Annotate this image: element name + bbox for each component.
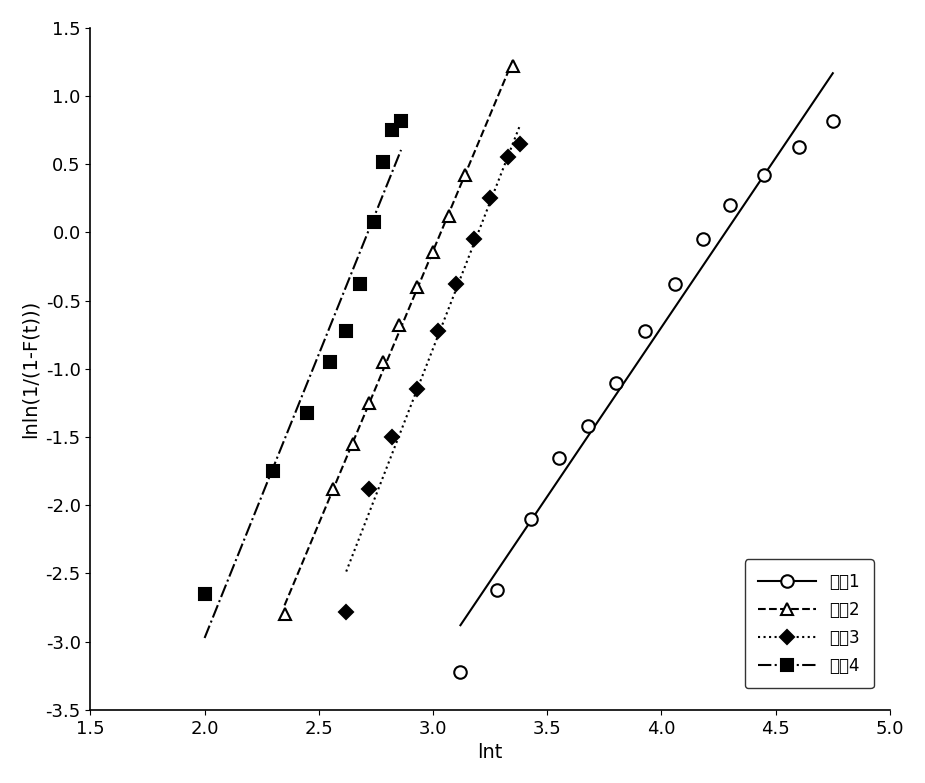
Legend: 试㤱1, 试㤱2, 试㤱3, 试㤱4: 试㤱1, 试㤱2, 试㤱3, 试㤱4 xyxy=(745,559,873,688)
Y-axis label: lnln(1/(1-F(t))): lnln(1/(1-F(t))) xyxy=(21,300,40,438)
X-axis label: lnt: lnt xyxy=(477,743,503,762)
